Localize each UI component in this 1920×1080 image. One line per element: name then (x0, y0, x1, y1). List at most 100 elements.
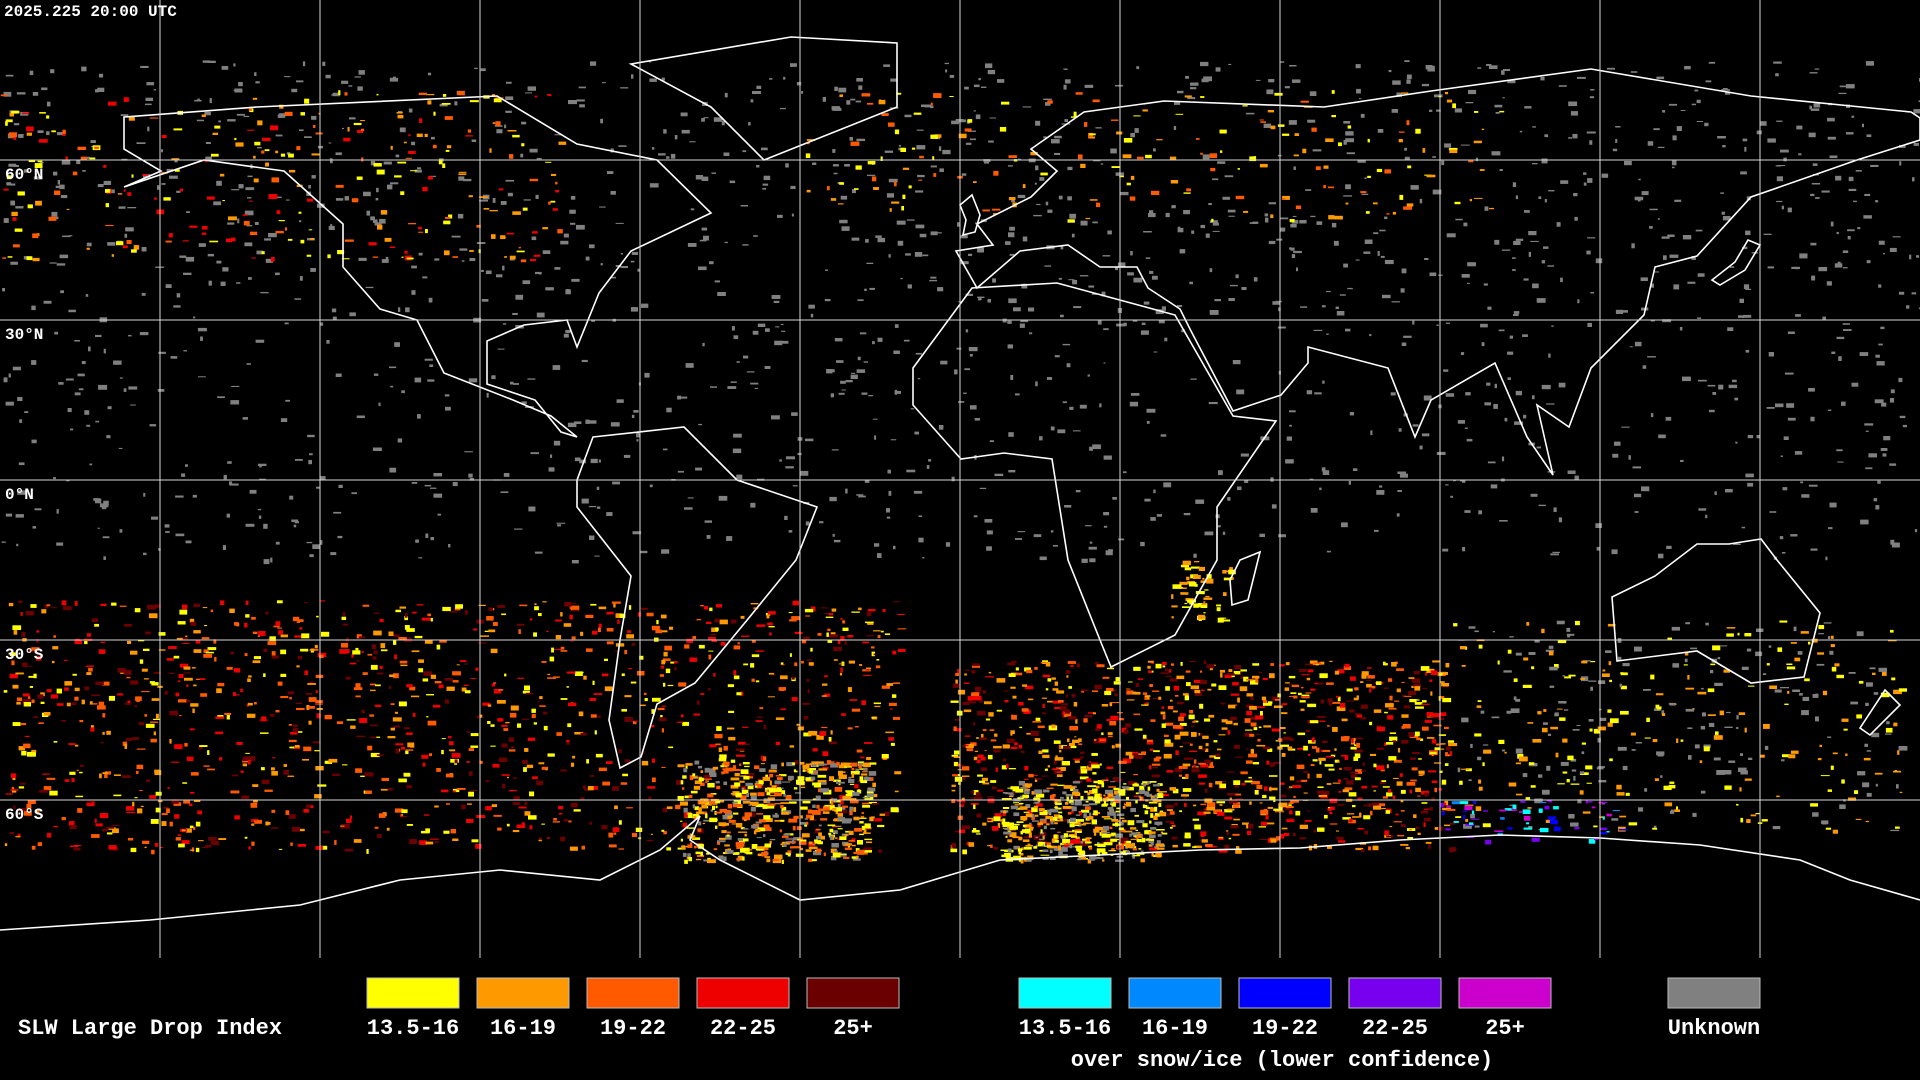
cloud-patch (590, 61, 597, 66)
cloud-patch (1212, 178, 1219, 181)
cloud-patch (1105, 839, 1115, 844)
cloud-patch (879, 813, 885, 816)
cloud-patch (1356, 88, 1361, 94)
cloud-patch (1465, 102, 1474, 104)
cloud-patch (951, 120, 959, 125)
cloud-patch (450, 829, 457, 834)
cloud-patch (1224, 844, 1230, 849)
cloud-patch (125, 227, 134, 232)
cloud-patch (1360, 717, 1366, 720)
cloud-patch (28, 696, 31, 699)
cloud-patch (1198, 762, 1207, 765)
cloud-patch (357, 129, 364, 133)
cloud-patch (247, 175, 253, 178)
cloud-patch (39, 112, 46, 114)
cloud-patch (1449, 751, 1452, 756)
cloud-patch (617, 619, 620, 624)
cloud-patch (1219, 781, 1226, 783)
cloud-patch (1270, 214, 1274, 219)
cloud-patch (737, 642, 740, 645)
cloud-patch (1647, 356, 1656, 358)
cloud-patch (1057, 700, 1064, 703)
cloud-patch (1137, 753, 1145, 755)
cloud-patch (855, 726, 859, 728)
cloud-patch (816, 849, 819, 854)
cloud-patch (1074, 829, 1082, 832)
cloud-patch (1220, 672, 1223, 678)
cloud-patch (198, 243, 206, 247)
cloud-patch (258, 631, 266, 636)
cloud-patch (882, 757, 888, 760)
cloud-patch (335, 373, 342, 377)
cloud-patch (8, 373, 11, 378)
cloud-patch (774, 788, 782, 793)
cloud-patch (128, 334, 132, 337)
cloud-patch (822, 811, 830, 814)
cloud-patch (1067, 661, 1076, 664)
cloud-patch (1464, 510, 1471, 513)
cloud-patch (248, 277, 252, 280)
cloud-patch (1290, 247, 1295, 251)
cloud-patch (1548, 190, 1555, 192)
cloud-patch (1399, 194, 1404, 200)
cloud-patch (1101, 779, 1109, 782)
cloud-patch (1403, 335, 1412, 338)
cloud-patch (257, 120, 263, 126)
cloud-patch (1264, 786, 1268, 791)
cloud-patch (741, 787, 745, 790)
cloud-patch (719, 754, 727, 759)
cloud-patch (1410, 779, 1417, 782)
cloud-patch (989, 440, 994, 443)
cloud-patch (985, 676, 994, 678)
cloud-patch (718, 758, 727, 762)
cloud-patch (1024, 765, 1029, 771)
cloud-patch (865, 239, 869, 243)
cloud-patch (443, 830, 450, 834)
cloud-patch (205, 156, 212, 160)
cloud-patch (1014, 538, 1023, 540)
cloud-patch (1117, 262, 1126, 267)
cloud-patch (724, 762, 730, 766)
cloud-patch (1355, 847, 1364, 851)
cloud-patch (469, 250, 474, 252)
cloud-patch (1446, 808, 1456, 811)
cloud-patch (767, 611, 776, 615)
cloud-patch (383, 161, 392, 165)
cloud-patch (1769, 511, 1777, 513)
cloud-patch (932, 156, 935, 160)
cloud-patch (168, 646, 177, 649)
cloud-patch (1461, 274, 1470, 278)
cloud-patch (804, 818, 808, 820)
cloud-patch (1092, 772, 1097, 775)
cloud-patch (381, 259, 389, 263)
cloud-patch (860, 756, 865, 759)
cloud-patch (993, 745, 1002, 749)
cloud-patch (478, 604, 486, 606)
cloud-patch (3, 91, 12, 97)
cloud-patch (1130, 133, 1135, 138)
cloud-patch (780, 819, 785, 822)
cloud-patch (257, 147, 262, 149)
cloud-patch (1398, 131, 1405, 133)
cloud-patch (448, 736, 452, 739)
cloud-patch (277, 600, 283, 604)
cloud-patch (639, 704, 646, 707)
cloud-patch (570, 196, 576, 200)
cloud-patch (1305, 692, 1312, 694)
cloud-patch (17, 397, 23, 401)
cloud-patch (378, 402, 381, 407)
cloud-patch (1367, 175, 1371, 178)
cloud-patch (795, 760, 799, 765)
cloud-patch (1641, 486, 1650, 492)
cloud-patch (164, 524, 170, 528)
cloud-patch (1843, 329, 1852, 331)
cloud-patch (569, 640, 575, 642)
cloud-patch (1137, 678, 1144, 680)
cloud-patch (1144, 695, 1150, 700)
cloud-patch (261, 251, 265, 255)
cloud-patch (965, 142, 972, 145)
cloud-patch (989, 729, 995, 731)
cloud-patch (1183, 797, 1186, 799)
cloud-patch (1810, 242, 1817, 246)
cloud-patch (1307, 773, 1310, 779)
